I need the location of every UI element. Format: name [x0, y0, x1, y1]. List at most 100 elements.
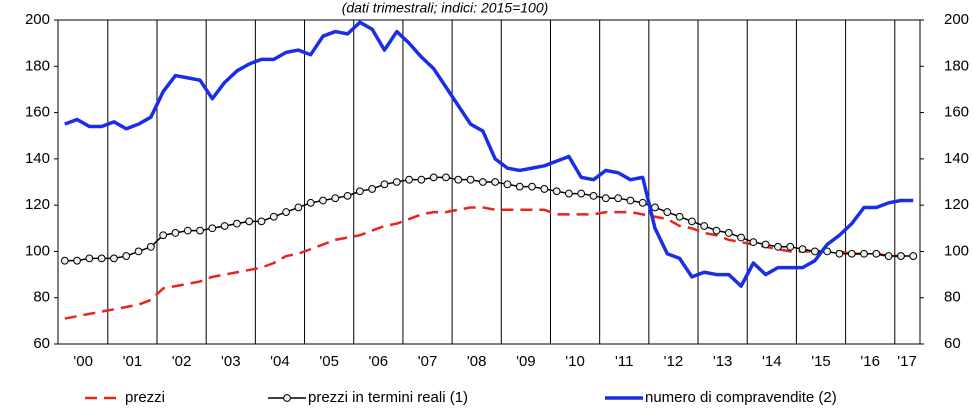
series-marker: [638, 198, 647, 207]
series-marker: [220, 222, 229, 230]
x-tick-label: '15: [811, 353, 831, 370]
series-marker: [786, 242, 795, 251]
series-marker: [798, 245, 807, 254]
series-marker: [601, 194, 610, 203]
series-marker: [60, 256, 69, 265]
series-marker: [282, 208, 291, 216]
series-marker: [233, 219, 241, 228]
chart-title: (dati trimestrali; indici: 2015=100): [342, 0, 549, 16]
series-marker: [651, 203, 659, 212]
series-marker: [724, 229, 733, 237]
y2-tick-label: 100: [944, 242, 969, 259]
y2-tick-label: 200: [944, 11, 969, 28]
series-marker: [860, 249, 868, 258]
y-tick-label: 100: [25, 242, 50, 259]
x-tick-label: '12: [664, 353, 684, 370]
x-tick-label: '06: [369, 353, 389, 370]
plot-frame: [57, 19, 921, 345]
series-marker: [196, 226, 204, 235]
series-marker: [306, 198, 315, 207]
series-marker: [134, 247, 143, 256]
series-marker: [146, 242, 155, 251]
x-tick-label: '10: [565, 353, 585, 370]
series-marker: [909, 252, 918, 260]
series-marker: [294, 203, 303, 212]
series-marker: [491, 178, 500, 186]
series-line: [64, 20, 914, 288]
series-marker: [122, 252, 131, 260]
x-tick-label: '17: [897, 353, 917, 370]
series-marker: [97, 254, 106, 263]
series-marker: [454, 175, 463, 184]
series-marker: [429, 173, 438, 182]
legend-label: prezzi: [125, 389, 165, 406]
series-marker: [663, 208, 672, 216]
x-tick-label: '05: [319, 353, 339, 370]
series-marker: [847, 249, 856, 258]
series-marker: [565, 189, 573, 198]
series-marker: [110, 254, 118, 263]
series-marker: [331, 194, 340, 203]
x-tick-label: '02: [172, 353, 192, 370]
series-marker: [269, 212, 278, 221]
y2-tick-label: 120: [944, 196, 969, 213]
y2-tick-label: 180: [944, 57, 969, 74]
series-marker: [515, 182, 524, 191]
y-tick-label: 180: [25, 57, 50, 74]
y-tick-label: 140: [25, 150, 50, 167]
series-marker: [208, 224, 217, 233]
series-marker: [835, 249, 844, 258]
y-tick-label: 60: [33, 335, 50, 352]
y2-tick-label: 160: [944, 104, 969, 121]
series-marker: [897, 252, 905, 260]
series-marker: [159, 231, 168, 240]
y-tick-label: 160: [25, 104, 50, 121]
x-tick-label: '03: [221, 353, 241, 370]
series-marker: [368, 185, 377, 193]
series-marker: [687, 217, 696, 226]
x-tick-label: '00: [73, 353, 93, 370]
series-marker: [528, 182, 536, 191]
x-tick-label: '07: [418, 353, 438, 370]
legend-label: prezzi in termini reali (1): [308, 389, 468, 406]
series-marker: [466, 175, 475, 184]
x-tick-label: '08: [467, 353, 487, 370]
legend-label: numero di compravendite (2): [645, 389, 837, 406]
series-marker: [712, 226, 721, 235]
series-marker: [257, 217, 266, 226]
x-tick-label: '13: [713, 353, 733, 370]
series-line: [64, 206, 914, 320]
series-marker: [380, 180, 389, 189]
series-marker: [540, 185, 549, 193]
series-marker: [392, 178, 401, 186]
series-marker: [552, 187, 561, 196]
x-tick-label: '01: [123, 353, 143, 370]
series-marker: [774, 242, 782, 251]
series-marker: [355, 187, 364, 196]
y2-tick-label: 80: [944, 289, 961, 306]
x-tick-label: '16: [860, 353, 880, 370]
series-marker: [478, 178, 487, 186]
series-marker: [73, 256, 81, 265]
series-marker: [183, 226, 192, 235]
x-tick-label: '14: [762, 353, 782, 370]
series-marker: [810, 247, 819, 256]
series-marker: [589, 191, 598, 200]
series-marker: [171, 229, 180, 237]
series-marker: [319, 196, 327, 205]
series-marker: [503, 180, 512, 189]
series-marker: [737, 233, 745, 242]
y-tick-label: 200: [25, 11, 50, 28]
series-marker: [417, 175, 426, 184]
series-marker: [245, 217, 254, 226]
y-tick-label: 80: [33, 289, 50, 306]
x-tick-label: '11: [615, 353, 633, 370]
series-marker: [700, 222, 709, 230]
y2-tick-label: 60: [944, 335, 961, 352]
series-marker: [872, 249, 881, 258]
series-marker: [343, 191, 352, 200]
series-marker: [577, 189, 586, 198]
y-tick-label: 120: [25, 196, 50, 213]
